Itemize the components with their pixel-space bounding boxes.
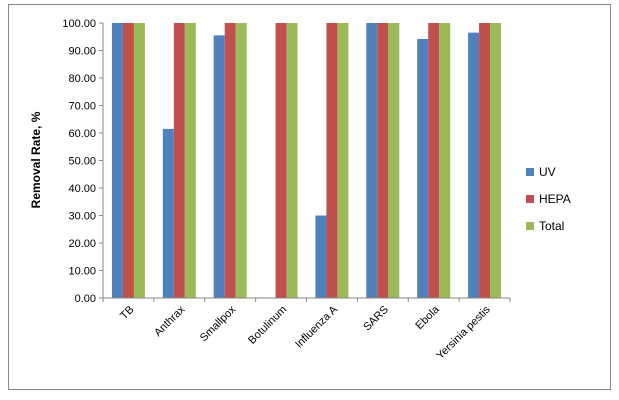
x-tick-label: Yersinia pestis [434,303,493,362]
bar-uv-7 [468,32,480,298]
x-tick-label: Influenza A [293,303,340,350]
bar-hepa-1 [173,23,185,298]
y-tick-label: 20.00 [68,238,96,250]
bar-uv-5 [366,23,378,298]
legend-swatch-total [526,222,534,230]
legend-label-total: Total [539,219,564,233]
y-tick-label: 70.00 [68,101,96,113]
bar-hepa-2 [224,23,236,298]
legend: UV HEPA Total [526,165,571,233]
x-tick-label: Anthrax [152,303,188,339]
bar-total-0 [133,23,145,298]
x-tick-label: TB [118,304,136,322]
bar-uv-2 [213,35,225,298]
bar-uv-0 [111,23,123,298]
y-tick-label: 100.00 [62,18,96,30]
x-tick-label: SARS [361,304,391,334]
y-axis-title: Removal Rate, % [29,111,43,208]
x-tick-label: Ebola [413,303,442,332]
bar-series [111,23,502,298]
bar-total-5 [388,23,400,298]
chart-frame [8,4,611,390]
x-axis-labels: TB Anthrax Smallpox Botulinum Influenza A SAR… [102,298,511,362]
y-tick-label: 0.00 [75,293,96,305]
bar-hepa-6 [428,23,440,298]
bar-total-2 [235,23,247,298]
bar-total-6 [439,23,451,298]
legend-swatch-uv [526,168,534,176]
x-tick-label: Botulinum [246,304,289,347]
bar-total-7 [490,23,502,298]
legend-label-uv: UV [539,165,556,179]
bar-hepa-3 [275,23,287,298]
y-tick-label: 60.00 [68,128,96,140]
bar-total-3 [286,23,298,298]
bar-total-1 [184,23,196,298]
x-tick-label: Smallpox [198,303,239,344]
y-axis-ticks: 0.00 10.00 20.00 30.00 40.00 50.00 60.00 70.00 8… [62,18,103,305]
bar-total-4 [337,23,349,298]
legend-label-hepa: HEPA [539,192,571,206]
bar-uv-6 [417,38,429,298]
y-tick-label: 90.00 [68,46,96,58]
bar-hepa-0 [122,23,134,298]
bar-uv-4 [315,215,327,298]
legend-swatch-hepa [526,195,534,203]
y-tick-label: 40.00 [68,183,96,195]
bar-hepa-5 [377,23,389,298]
bar-hepa-7 [479,23,491,298]
y-tick-label: 30.00 [68,211,96,223]
y-tick-label: 80.00 [68,73,96,85]
y-tick-label: 50.00 [68,156,96,168]
bar-uv-1 [162,128,174,298]
y-tick-label: 10.00 [68,266,96,278]
bar-hepa-4 [326,23,338,298]
